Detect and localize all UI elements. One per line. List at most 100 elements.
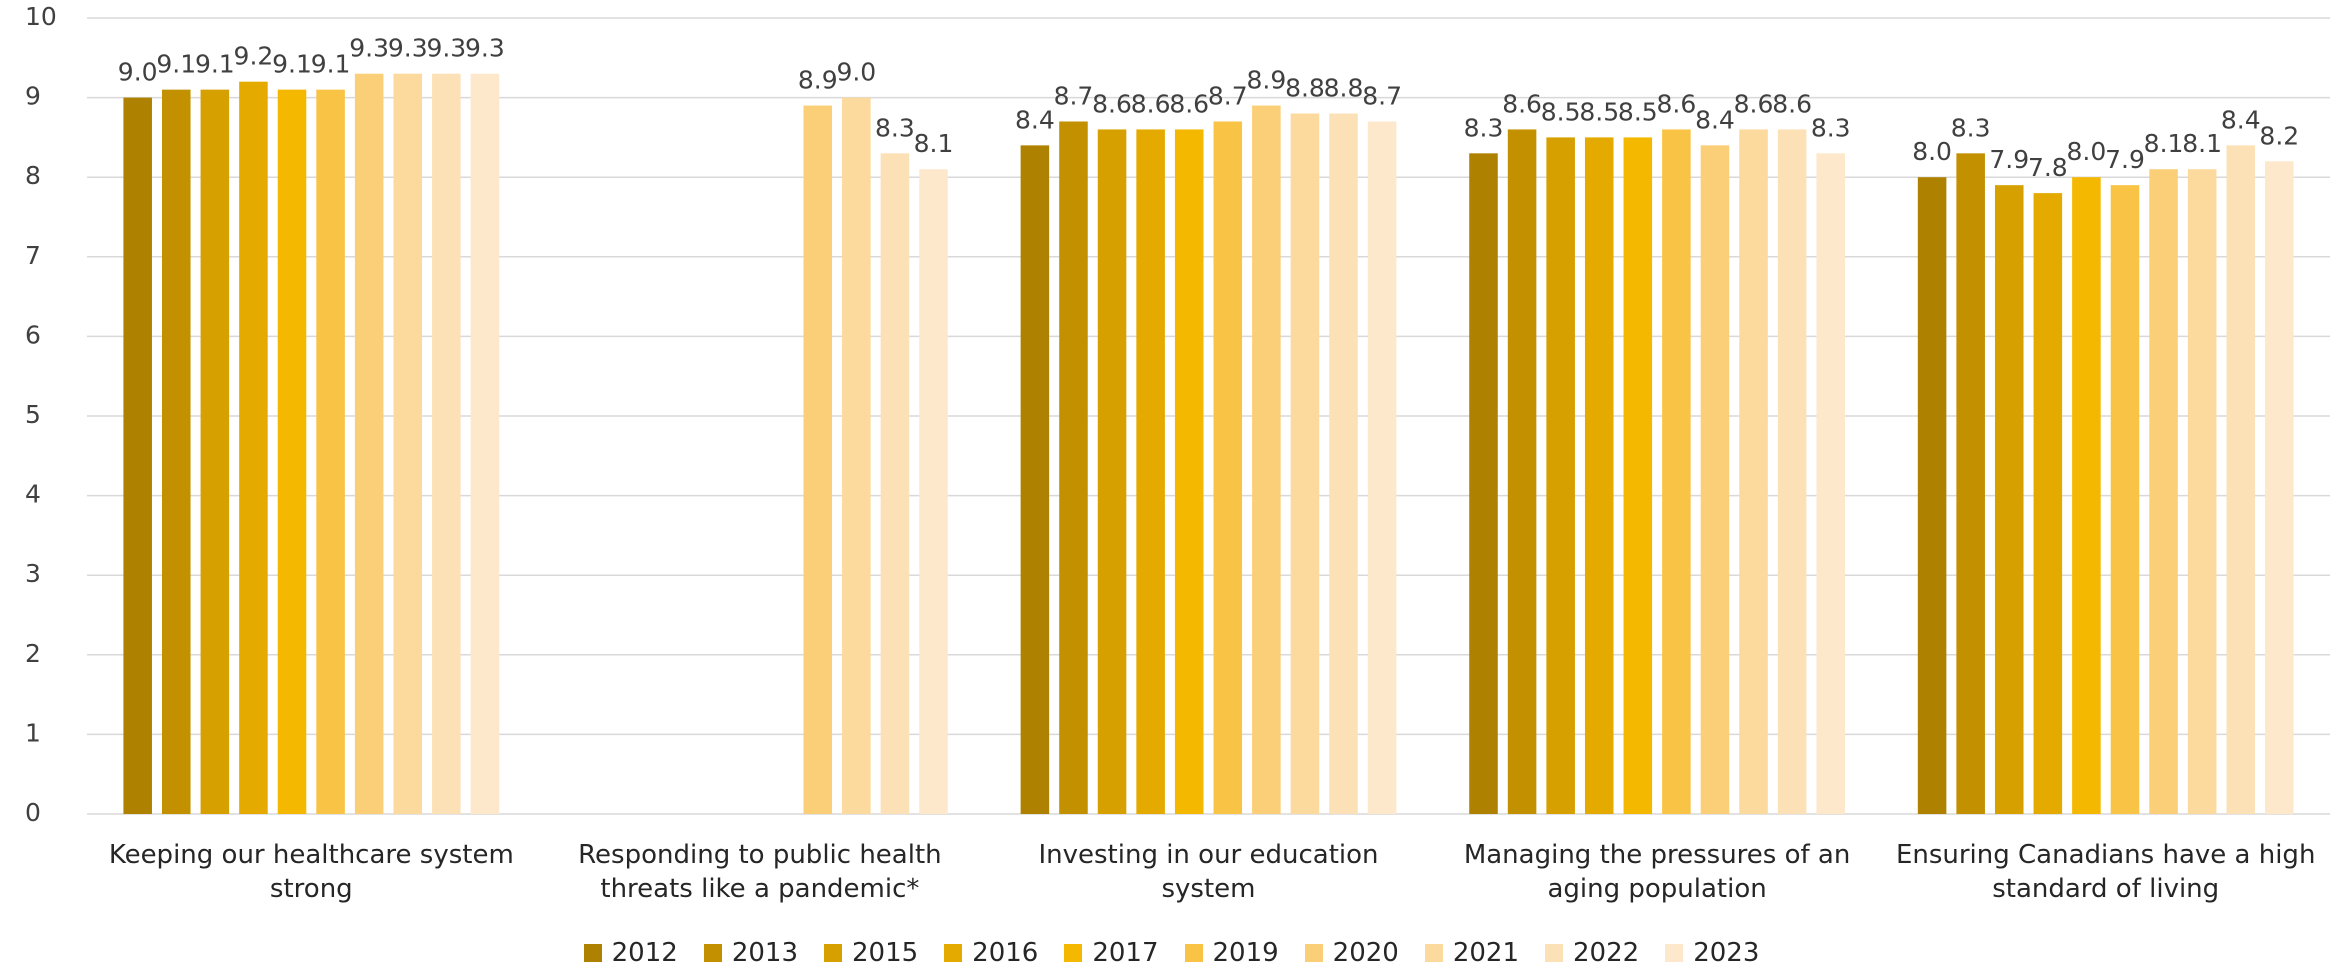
legend-swatch [583, 944, 602, 962]
value-label: 8.9 [1246, 66, 1286, 95]
bar [2149, 169, 2178, 815]
legend-label: 2022 [1573, 938, 1640, 968]
bar [1329, 113, 1358, 814]
legend-label: 2023 [1693, 938, 1760, 968]
legend-item: 2012 [583, 938, 678, 968]
bar [1917, 177, 1947, 814]
legend-label: 2021 [1452, 938, 1520, 968]
legend-swatch [944, 944, 963, 962]
bar [1097, 129, 1127, 814]
value-label: 8.6 [1734, 89, 1774, 118]
value-label: 8.8 [1324, 74, 1364, 103]
value-label: 9.3 [465, 34, 505, 63]
bar [1507, 129, 1537, 814]
legend-label: 2016 [972, 938, 1039, 968]
y-tick-label: 5 [25, 400, 41, 429]
legend-item: 2015 [823, 938, 918, 968]
value-label: 9.1 [272, 50, 312, 79]
bar [1662, 129, 1691, 814]
value-label: 8.4 [2221, 105, 2261, 134]
bar [2265, 161, 2294, 814]
legend-swatch [703, 944, 722, 962]
bar [1136, 129, 1165, 814]
value-label: 8.4 [1015, 105, 1055, 134]
value-label: 8.5 [1618, 97, 1658, 126]
value-label: 8.6 [1092, 89, 1132, 118]
bar [2072, 177, 2101, 814]
bar [1059, 121, 1088, 815]
legend-item: 2020 [1304, 938, 1399, 968]
legend-item: 2019 [1184, 938, 1279, 968]
bar [316, 89, 345, 814]
value-label: 9.2 [234, 42, 274, 71]
value-label: 8.1 [2182, 129, 2222, 158]
value-label: 8.7 [1362, 81, 1402, 110]
x-tick-label: Investing in our education system [1038, 840, 1379, 904]
legend-swatch [1545, 944, 1564, 962]
y-tick-label: 7 [25, 241, 41, 270]
value-label: 7.9 [1989, 145, 2029, 174]
value-label: 9.1 [195, 50, 235, 79]
value-label: 8.2 [2259, 121, 2299, 150]
y-tick-label: 9 [25, 82, 41, 111]
bar [1816, 153, 1845, 814]
legend-item: 2017 [1064, 938, 1159, 968]
value-label: 8.6 [1502, 89, 1542, 118]
bar [1469, 153, 1498, 814]
y-tick-label: 3 [25, 559, 41, 588]
value-label: 8.5 [1579, 97, 1619, 126]
legend-swatch [1304, 944, 1323, 962]
bar [1739, 129, 1768, 814]
value-label: 8.3 [875, 113, 915, 142]
value-label: 8.1 [2144, 129, 2184, 158]
bar [842, 97, 871, 815]
value-label: 8.6 [1772, 89, 1812, 118]
bar [2033, 193, 2063, 814]
legend-swatch [823, 944, 842, 962]
value-label: 7.8 [2028, 153, 2068, 182]
y-tick-label: 2 [25, 639, 41, 668]
x-tick-label: Responding to public health threats like… [578, 840, 942, 904]
bar [123, 97, 152, 815]
value-label: 8.3 [1811, 113, 1851, 142]
bar [919, 169, 948, 815]
legend-label: 2019 [1212, 938, 1279, 968]
bar [354, 73, 384, 815]
value-label: 8.9 [798, 66, 838, 95]
bar [1994, 185, 2024, 814]
y-tick-label: 6 [25, 320, 41, 349]
legend-label: 2020 [1332, 938, 1399, 968]
value-label: 8.7 [1208, 81, 1248, 110]
value-label: 8.5 [1541, 97, 1581, 126]
x-tick-label: Keeping our healthcare system strong [108, 840, 514, 904]
legend-label: 2012 [611, 938, 678, 968]
legend: 2012 2013 2015 2016 2017 2019 2020 2021 2022 2023 [0, 938, 2343, 968]
value-label: 9.3 [426, 34, 466, 63]
bar [470, 73, 500, 815]
y-tick-label: 10 [25, 2, 57, 31]
bar [880, 153, 910, 814]
value-label: 7.9 [2105, 145, 2145, 174]
value-label: 9.0 [836, 58, 876, 87]
bar [1956, 153, 1985, 814]
legend-swatch [1424, 944, 1443, 962]
value-label: 8.4 [1695, 105, 1735, 134]
x-tick-label: Managing the pressures of an aging popul… [1463, 840, 1851, 904]
legend-item: 2016 [944, 938, 1038, 968]
value-label: 8.7 [1054, 81, 1094, 110]
value-label: 8.8 [1285, 74, 1325, 103]
y-tick-label: 0 [25, 798, 41, 827]
value-label: 9.1 [156, 50, 196, 79]
bar [393, 73, 423, 815]
value-label: 8.3 [1464, 113, 1504, 142]
legend-item: 2013 [703, 938, 798, 968]
legend-swatch [1064, 944, 1083, 962]
legend-label: 2017 [1092, 938, 1159, 968]
legend-swatch [1184, 944, 1203, 962]
x-tick-label: Ensuring Canadians have a high standard … [1895, 840, 2316, 904]
legend-item: 2022 [1545, 938, 1639, 968]
bar [803, 105, 833, 814]
legend-label: 2013 [731, 938, 798, 968]
value-label: 9.3 [388, 34, 428, 63]
legend-item: 2021 [1424, 938, 1520, 968]
